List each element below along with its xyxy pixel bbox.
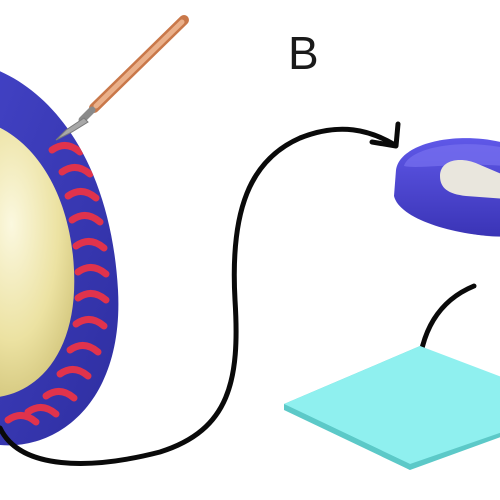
curved-arrow-icon xyxy=(0,121,401,466)
layered-egg-illustration xyxy=(0,71,119,446)
excised-tissue-piece xyxy=(394,138,500,237)
egg-core xyxy=(0,127,75,397)
connector-arrow-head xyxy=(369,121,401,149)
scalpel-icon xyxy=(55,15,189,141)
connector-arrow-path xyxy=(0,126,398,466)
piece-highlight xyxy=(440,160,500,199)
glass-slide xyxy=(284,346,500,470)
stripe-band xyxy=(4,142,110,426)
panel-label-b: B xyxy=(288,27,319,79)
